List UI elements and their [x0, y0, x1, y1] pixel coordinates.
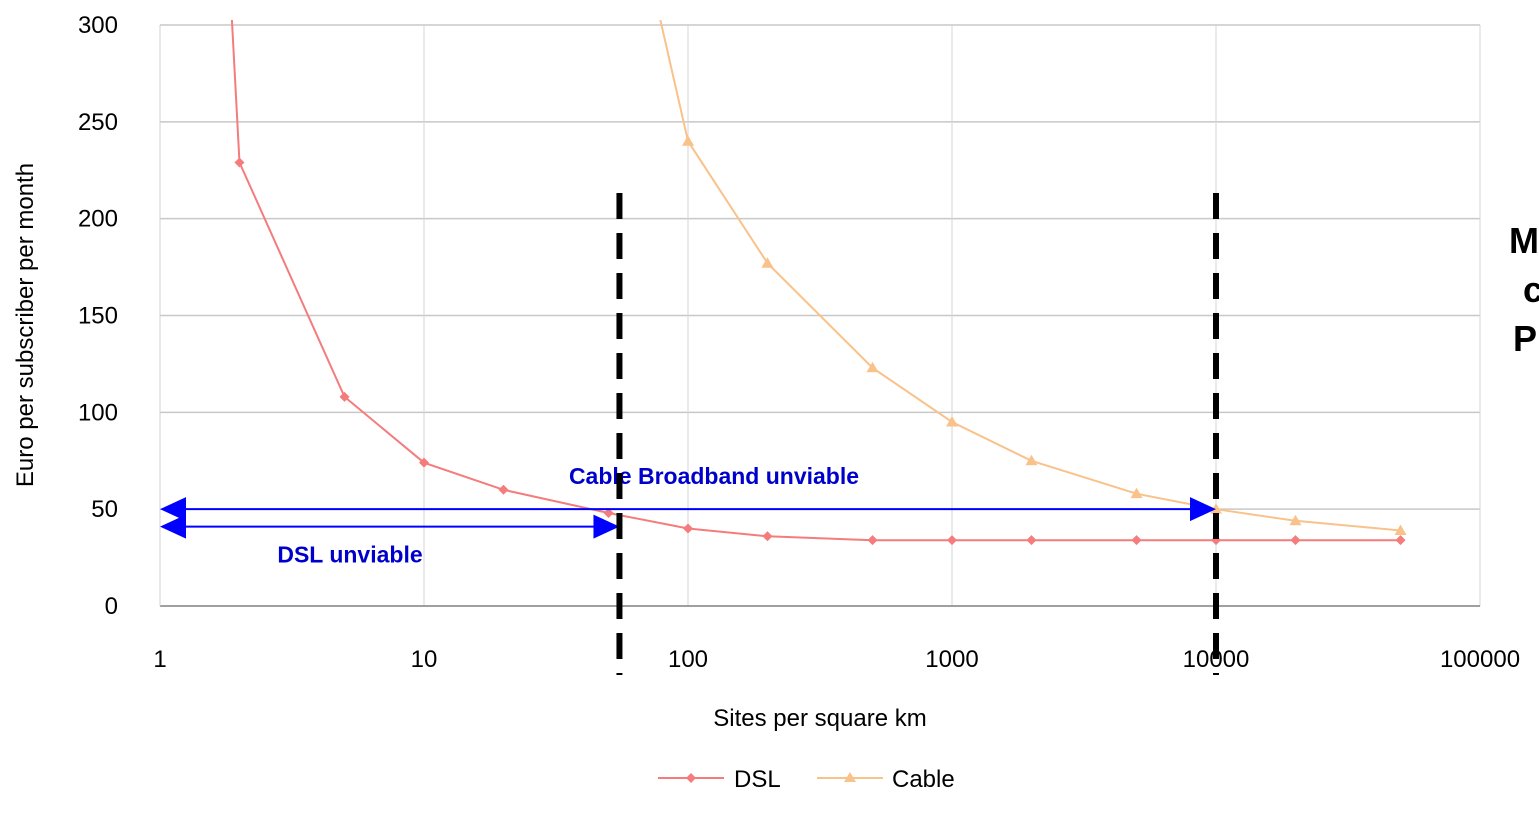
x-tick-100: 100 — [668, 646, 708, 673]
point-dsl-200 — [762, 531, 773, 542]
x-tick-100000: 100000 — [1440, 646, 1520, 673]
point-dsl-2000 — [1026, 535, 1037, 546]
point-dsl-2 — [234, 157, 245, 168]
y-tick-200: 200 — [78, 206, 118, 233]
side-text-1: M — [1509, 220, 1539, 261]
point-dsl-5 — [339, 391, 350, 402]
y-tick-labels: 0 50 100 150 200 250 300 — [78, 12, 118, 620]
point-cable-200 — [761, 257, 774, 268]
point-dsl-20000 — [1290, 535, 1301, 546]
x-tick-10: 10 — [411, 646, 438, 673]
y-axis-title: Euro per subscriber per month — [12, 163, 39, 487]
point-cable-5000 — [1130, 487, 1143, 499]
legend-dsl-marker — [686, 773, 696, 783]
point-dsl-1000 — [947, 535, 957, 546]
point-cable-2000 — [1025, 454, 1038, 466]
annotation-dsl-unviable-label: DSL unviable — [277, 542, 422, 568]
cable-unviable-arrow-right — [1190, 497, 1216, 522]
annotations-group: Cable Broadband unviable DSL unviable — [160, 463, 1216, 568]
legend-cable-label: Cable — [892, 766, 955, 793]
cable-unviable-arrow-left — [160, 497, 186, 522]
dsl-unviable-arrow-left — [160, 514, 186, 539]
annotation-cable-unviable-label: Cable Broadband unviable — [569, 463, 859, 489]
legend: DSL Cable — [658, 766, 955, 793]
markers-group — [234, 135, 1407, 546]
point-dsl-100 — [683, 523, 693, 534]
y-tick-250: 250 — [78, 109, 118, 136]
point-cable-20000 — [1289, 514, 1302, 526]
point-dsl-50 — [603, 508, 614, 519]
series-line-cable — [659, 20, 1401, 532]
x-tick-labels: 1 10 100 1000 10000 100000 — [153, 646, 1520, 673]
y-tick-50: 50 — [91, 496, 118, 523]
thresholds-group — [616, 193, 1219, 675]
point-dsl-500 — [867, 535, 878, 546]
annotation-cable-unviable — [160, 497, 1216, 522]
x-tick-1: 1 — [153, 646, 166, 673]
point-dsl-20 — [498, 484, 509, 495]
y-tick-150: 150 — [78, 303, 118, 330]
y-tick-300: 300 — [78, 12, 118, 39]
legend-item-dsl: DSL — [658, 766, 781, 793]
side-text-3: P — [1513, 318, 1537, 359]
series-group — [230, 20, 1401, 542]
point-cable-1000 — [946, 416, 958, 427]
legend-dsl-label: DSL — [734, 766, 781, 793]
x-axis-title: Sites per square km — [713, 705, 926, 732]
point-dsl-50000 — [1395, 535, 1406, 546]
series-line-dsl — [230, 20, 1401, 542]
point-dsl-10 — [419, 457, 429, 468]
annotation-dsl-unviable — [160, 514, 620, 539]
x-tick-1000: 1000 — [925, 646, 978, 673]
y-tick-100: 100 — [78, 399, 118, 426]
side-text-2: c — [1523, 269, 1539, 310]
y-tick-0: 0 — [105, 593, 118, 620]
legend-cable-marker — [844, 772, 856, 782]
point-cable-100 — [682, 135, 694, 146]
dsl-unviable-arrow-right — [593, 514, 620, 539]
point-cable-10000 — [1210, 503, 1222, 514]
point-dsl-5000 — [1131, 535, 1142, 546]
point-cable-500 — [866, 361, 879, 373]
point-cable-50000 — [1394, 524, 1407, 535]
legend-item-cable: Cable — [817, 766, 955, 793]
